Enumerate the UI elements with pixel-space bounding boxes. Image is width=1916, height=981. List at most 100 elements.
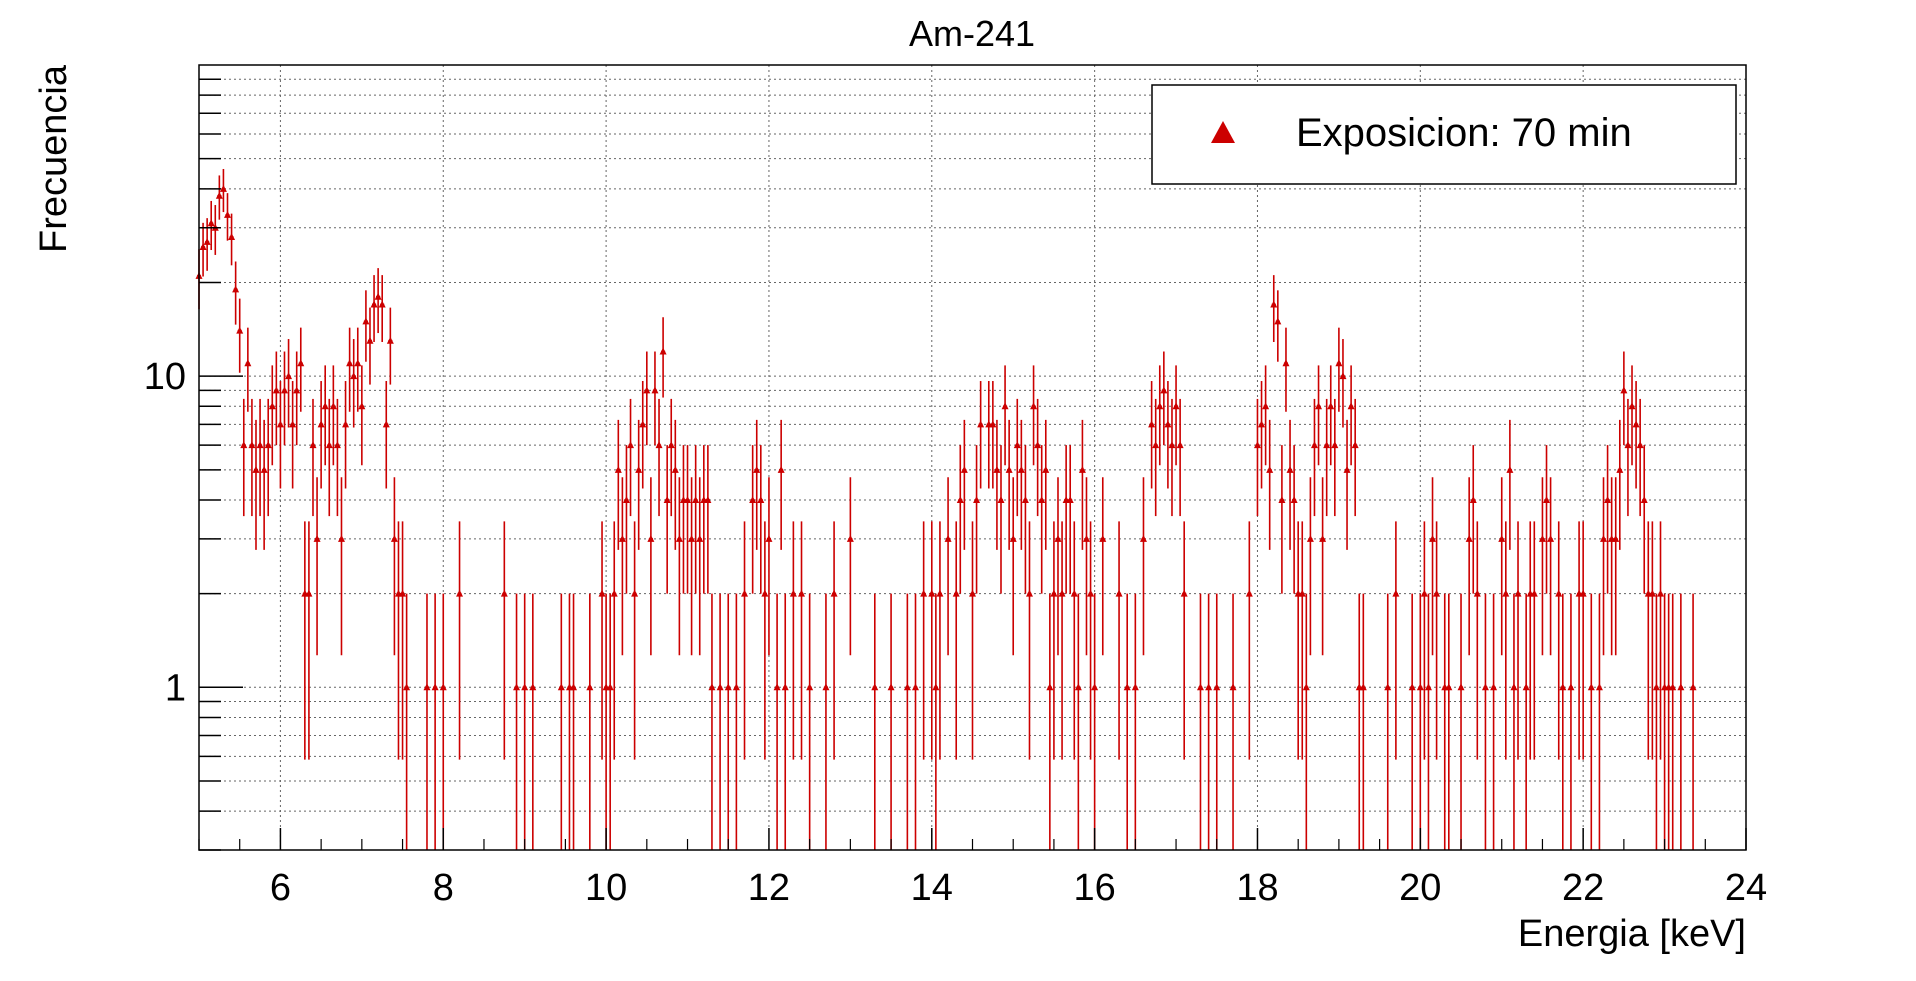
triangle-marker xyxy=(1327,402,1335,410)
triangle-marker xyxy=(1319,534,1327,542)
data-point xyxy=(1152,398,1160,517)
triangle-marker xyxy=(973,495,981,503)
data-point xyxy=(1481,593,1489,850)
data-point xyxy=(606,593,614,850)
triangle-marker xyxy=(1636,441,1644,449)
x-tick-label: 6 xyxy=(270,867,291,909)
data-point xyxy=(370,275,378,342)
triangle-marker xyxy=(386,336,394,344)
data-point xyxy=(1604,445,1612,594)
triangle-marker xyxy=(830,589,838,597)
triangle-marker xyxy=(313,534,321,542)
data-point xyxy=(1323,398,1331,517)
data-point xyxy=(928,521,936,760)
data-point xyxy=(732,593,740,850)
data-point xyxy=(1669,593,1677,850)
x-tick-label: 8 xyxy=(433,867,454,909)
data-point xyxy=(1176,398,1184,517)
data-point xyxy=(199,222,207,277)
triangle-marker xyxy=(1274,317,1282,325)
triangle-marker xyxy=(1514,589,1522,597)
data-point xyxy=(1091,593,1099,850)
data-point xyxy=(285,339,293,428)
triangle-marker xyxy=(285,372,293,380)
data-point xyxy=(1392,521,1400,760)
triangle-marker xyxy=(382,420,390,428)
triangle-marker xyxy=(342,420,350,428)
data-point xyxy=(1160,351,1168,446)
triangle-marker xyxy=(248,441,256,449)
triangle-marker xyxy=(610,589,618,597)
triangle-marker xyxy=(606,683,614,691)
triangle-marker xyxy=(1091,683,1099,691)
data-point xyxy=(1355,593,1363,850)
triangle-marker xyxy=(1148,420,1156,428)
data-point xyxy=(1168,398,1176,517)
data-point xyxy=(1025,521,1033,760)
triangle-marker xyxy=(1087,589,1095,597)
data-point xyxy=(1302,593,1310,850)
data-point xyxy=(1315,365,1323,466)
triangle-marker xyxy=(1266,465,1274,473)
data-point xyxy=(1408,593,1416,850)
data-point xyxy=(1433,521,1441,760)
triangle-marker xyxy=(1473,589,1481,597)
triangle-marker xyxy=(1481,683,1489,691)
data-point xyxy=(692,445,700,594)
triangle-marker xyxy=(293,386,301,394)
data-point xyxy=(741,521,749,760)
data-point xyxy=(1644,521,1652,760)
triangle-marker xyxy=(309,441,317,449)
data-point xyxy=(1123,593,1131,850)
triangle-marker xyxy=(1054,534,1062,542)
data-point xyxy=(236,298,244,373)
triangle-marker xyxy=(1469,495,1477,503)
triangle-marker xyxy=(297,359,305,367)
triangle-marker xyxy=(215,191,223,199)
data-point xyxy=(1465,477,1473,656)
triangle-marker xyxy=(635,465,643,473)
data-point xyxy=(1640,445,1648,594)
triangle-marker xyxy=(757,495,765,503)
data-point xyxy=(1339,339,1347,428)
triangle-marker xyxy=(529,683,537,691)
triangle-marker xyxy=(1310,441,1318,449)
triangle-marker xyxy=(1066,495,1074,503)
triangle-marker xyxy=(1115,589,1123,597)
data-point xyxy=(1652,593,1660,850)
triangle-marker xyxy=(321,402,329,410)
data-point xyxy=(708,593,716,850)
data-point xyxy=(667,398,675,517)
triangle-marker xyxy=(1689,683,1697,691)
data-point xyxy=(1522,593,1530,850)
triangle-marker xyxy=(399,589,407,597)
triangle-marker xyxy=(1677,683,1685,691)
triangle-marker xyxy=(1160,386,1168,394)
data-point xyxy=(647,477,655,656)
triangle-marker xyxy=(456,589,464,597)
triangle-marker xyxy=(1433,589,1441,597)
data-point xyxy=(1021,445,1029,594)
data-point xyxy=(390,477,398,656)
triangle-marker xyxy=(798,589,806,597)
triangle-marker xyxy=(232,285,240,293)
triangle-marker xyxy=(329,402,337,410)
triangle-marker xyxy=(1465,534,1473,542)
triangle-marker xyxy=(1343,465,1351,473)
data-point xyxy=(1359,593,1367,850)
triangle-marker xyxy=(325,441,333,449)
data-point xyxy=(1616,419,1624,550)
triangle-marker xyxy=(1587,683,1595,691)
triangle-marker xyxy=(1351,441,1359,449)
data-point xyxy=(207,200,215,251)
triangle-marker xyxy=(268,402,276,410)
triangle-marker xyxy=(1131,683,1139,691)
triangle-marker xyxy=(1245,589,1253,597)
triangle-marker xyxy=(1009,534,1017,542)
data-point xyxy=(700,445,708,594)
data-point xyxy=(806,593,814,850)
data-point xyxy=(1555,521,1563,760)
data-point xyxy=(1139,477,1147,656)
triangle-marker xyxy=(1359,683,1367,691)
data-point xyxy=(602,593,610,850)
